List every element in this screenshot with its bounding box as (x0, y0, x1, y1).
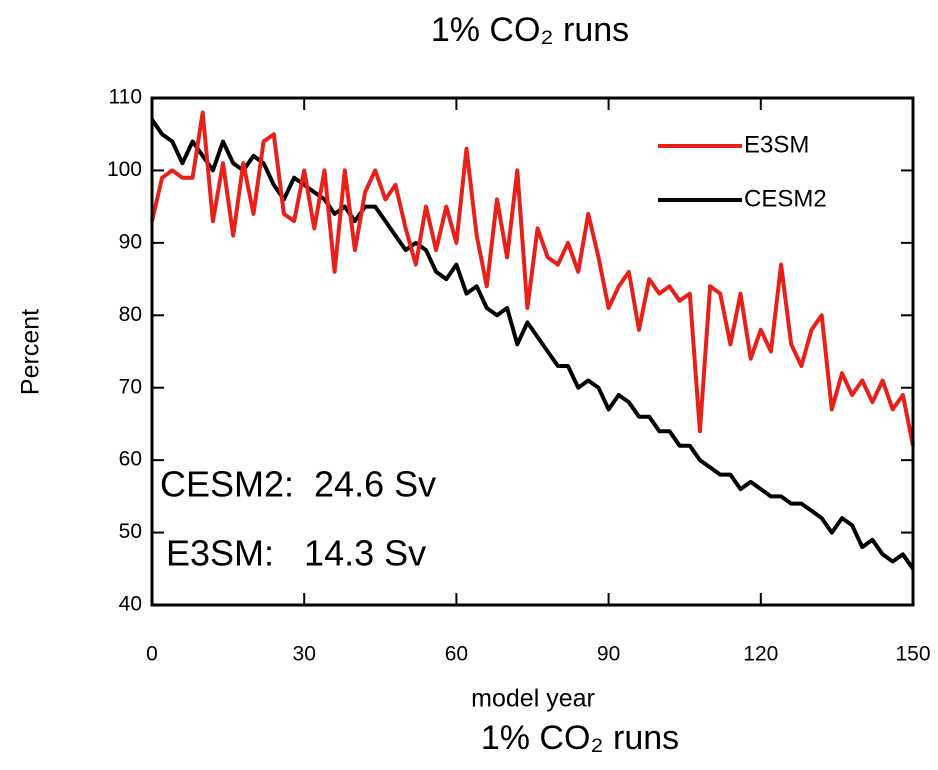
x-tick-label: 90 (597, 643, 620, 666)
y-tick-label: 70 (119, 375, 142, 398)
y-tick-label: 100 (107, 158, 142, 181)
x-tick-label: 60 (445, 643, 468, 666)
chart-title: 1% CO₂ runs (431, 11, 629, 49)
x-tick-label: 120 (743, 643, 778, 666)
x-tick-label: 150 (895, 643, 930, 666)
y-tick-label: 40 (119, 593, 142, 616)
x-axis-label: model year (471, 685, 595, 713)
legend-label: CESM2 (744, 185, 827, 212)
y-tick-label: 60 (119, 448, 142, 471)
plot-frame (150, 96, 915, 607)
series-line (150, 118, 915, 570)
y-axis-label: Percent (17, 309, 45, 395)
annotation: E3SM: 14.3 Sv (166, 533, 426, 574)
series-line (150, 110, 915, 447)
y-tick-label: 50 (119, 520, 142, 543)
y-tick-label: 90 (119, 230, 142, 253)
x-tick-label: 0 (146, 643, 158, 666)
legend-label: E3SM (744, 131, 809, 158)
x-tick-label: 30 (293, 643, 316, 666)
bottom-title: 1% CO₂ runs (481, 719, 679, 757)
y-tick-label: 80 (119, 303, 142, 326)
y-tick-label: 110 (109, 86, 142, 109)
annotation: CESM2: 24.6 Sv (160, 464, 436, 505)
